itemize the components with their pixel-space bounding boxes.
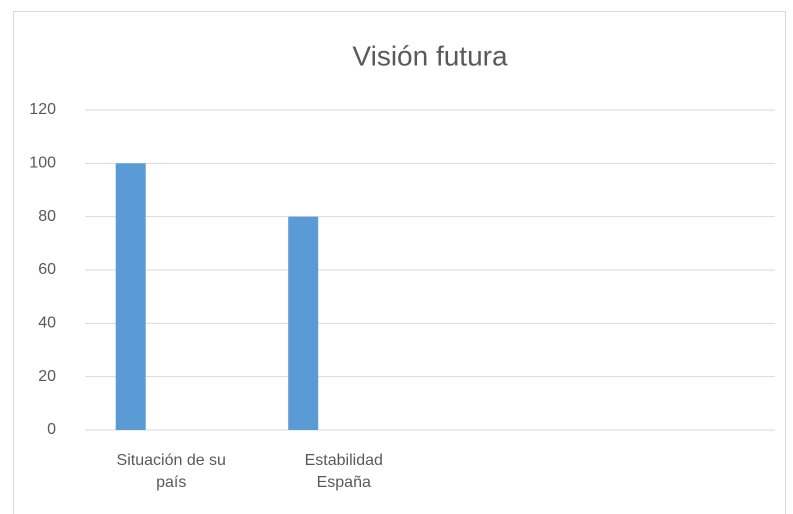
y-tick-label: 40 xyxy=(38,315,56,332)
bar xyxy=(115,163,146,431)
x-tick-label: Estabilidad España xyxy=(304,452,383,491)
y-tick-label: 100 xyxy=(29,155,56,172)
bar xyxy=(288,216,319,430)
chart-title: Visión futura xyxy=(352,40,508,71)
chart-border xyxy=(13,11,786,514)
x-tick-label: Situación de su país xyxy=(116,452,226,491)
y-tick-label: 60 xyxy=(38,261,56,278)
y-tick-label: 80 xyxy=(38,208,56,225)
y-tick-label: 20 xyxy=(38,368,56,385)
y-tick-label: 120 xyxy=(29,101,56,118)
y-tick-label: 0 xyxy=(47,421,56,438)
